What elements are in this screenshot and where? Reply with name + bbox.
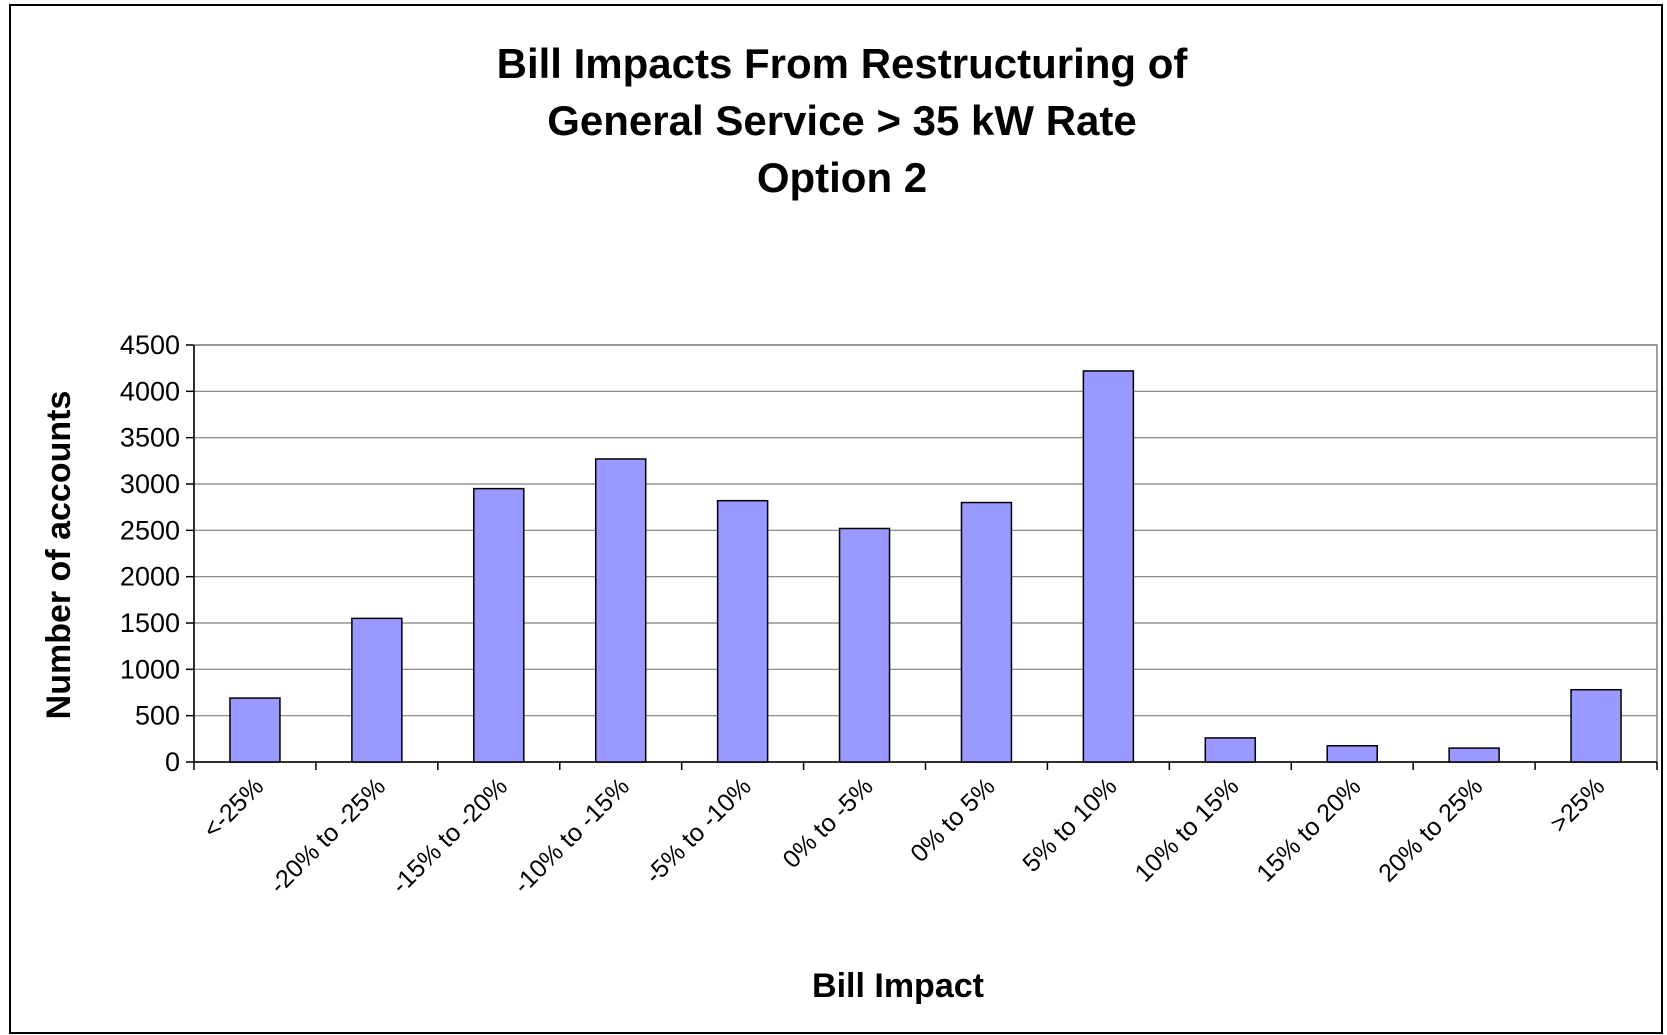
x-axis-title: Bill Impact bbox=[812, 967, 984, 1005]
bar bbox=[351, 617, 403, 763]
bar bbox=[473, 487, 525, 763]
bar bbox=[716, 499, 769, 763]
chart-border bbox=[9, 4, 1663, 1034]
bar bbox=[1204, 737, 1257, 763]
bar bbox=[1082, 370, 1135, 763]
y-tick-label: 2000 bbox=[120, 562, 180, 592]
chart-title-line-3: Option 2 bbox=[757, 154, 927, 201]
bar bbox=[960, 501, 1013, 763]
y-tick-label: 1000 bbox=[120, 654, 180, 684]
y-axis-title: Number of accounts bbox=[40, 391, 78, 720]
bar bbox=[838, 527, 891, 763]
bar bbox=[594, 458, 647, 763]
chart-title-line-2: General Service > 35 kW Rate bbox=[547, 97, 1137, 144]
y-tick-label: 3500 bbox=[120, 423, 180, 453]
y-tick-label: 2500 bbox=[120, 515, 180, 545]
bar bbox=[1326, 745, 1378, 763]
y-tick-label: 4000 bbox=[120, 376, 180, 406]
bar bbox=[1570, 688, 1622, 763]
y-tick-label: 3000 bbox=[120, 469, 180, 499]
y-tick-label: 1500 bbox=[120, 608, 180, 638]
y-tick-label: 500 bbox=[135, 701, 180, 731]
y-tick-label: 4500 bbox=[120, 330, 180, 360]
chart-title-line-1: Bill Impacts From Restructuring of bbox=[497, 40, 1189, 87]
bar bbox=[1448, 747, 1500, 763]
bar bbox=[229, 697, 281, 763]
y-tick-label: 0 bbox=[165, 747, 180, 777]
